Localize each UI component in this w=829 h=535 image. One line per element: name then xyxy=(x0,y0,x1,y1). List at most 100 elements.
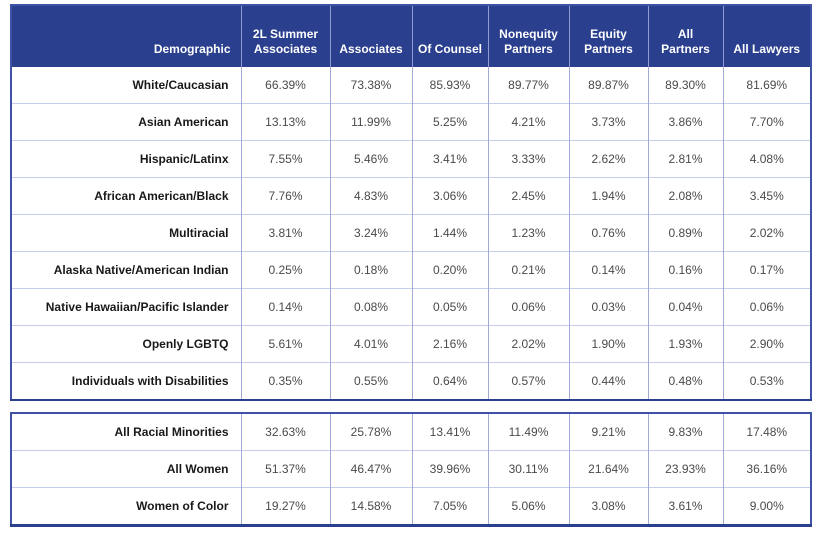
row-label: Asian American xyxy=(11,103,241,141)
value-cell: 19.27% xyxy=(240,487,330,526)
value-cell: 7.70% xyxy=(722,103,811,141)
value-cell: 0.14% xyxy=(240,288,330,326)
table-row: Multiracial 3.81% 3.24% 1.44% 1.23% 0.76% 0.89… xyxy=(11,214,811,252)
value-cell: 1.23% xyxy=(487,214,569,252)
table-row: Hispanic/Latinx 7.55% 5.46% 3.41% 3.33% 2.62%… xyxy=(11,140,811,178)
table-row: Asian American 13.13% 11.99% 5.25% 4.21% 3.73… xyxy=(11,103,811,141)
value-cell: 7.55% xyxy=(240,140,330,178)
table-header-row: Demographic 2L Summer Associates Associate… xyxy=(11,5,811,67)
row-label: Multiracial xyxy=(11,214,241,252)
column-header: Associates xyxy=(329,5,412,67)
value-cell: 4.21% xyxy=(487,103,569,141)
value-cell: 4.01% xyxy=(329,325,412,363)
value-cell: 14.58% xyxy=(329,487,412,526)
value-cell: 3.61% xyxy=(647,487,723,526)
table-row: African American/Black 7.76% 4.83% 3.06% 2.4… xyxy=(11,177,811,215)
value-cell: 89.87% xyxy=(568,67,648,104)
summary-table: All Racial Minorities 32.63% 25.78% 13.41% 1… xyxy=(10,412,812,527)
value-cell: 0.04% xyxy=(647,288,723,326)
value-cell: 0.89% xyxy=(647,214,723,252)
row-label: Openly LGBTQ xyxy=(11,325,241,363)
table-row: All Racial Minorities 32.63% 25.78% 13.41% 1… xyxy=(11,413,811,451)
value-cell: 1.93% xyxy=(647,325,723,363)
value-cell: 25.78% xyxy=(329,413,412,451)
row-label: Alaska Native/American Indian xyxy=(11,251,241,289)
column-header: All Partners xyxy=(647,5,723,67)
value-cell: 3.81% xyxy=(240,214,330,252)
value-cell: 0.05% xyxy=(411,288,488,326)
value-cell: 11.49% xyxy=(487,413,569,451)
value-cell: 3.45% xyxy=(722,177,811,215)
value-cell: 4.83% xyxy=(329,177,412,215)
value-cell: 9.83% xyxy=(647,413,723,451)
value-cell: 0.20% xyxy=(411,251,488,289)
value-cell: 1.44% xyxy=(411,214,488,252)
value-cell: 0.06% xyxy=(487,288,569,326)
table-row: Individuals with Disabilities 0.35% 0.55% 0… xyxy=(11,362,811,400)
value-cell: 30.11% xyxy=(487,450,569,488)
column-header: Of Counsel xyxy=(411,5,488,67)
value-cell: 0.57% xyxy=(487,362,569,400)
value-cell: 0.14% xyxy=(568,251,648,289)
value-cell: 3.06% xyxy=(411,177,488,215)
value-cell: 0.16% xyxy=(647,251,723,289)
row-label: Native Hawaiian/Pacific Islander xyxy=(11,288,241,326)
table-row: Women of Color 19.27% 14.58% 7.05% 5.06% 3.08… xyxy=(11,487,811,526)
value-cell: 32.63% xyxy=(240,413,330,451)
table-row: Native Hawaiian/Pacific Islander 0.14% 0.0… xyxy=(11,288,811,326)
value-cell: 0.64% xyxy=(411,362,488,400)
value-cell: 73.38% xyxy=(329,67,412,104)
value-cell: 11.99% xyxy=(329,103,412,141)
row-label: Individuals with Disabilities xyxy=(11,362,241,400)
value-cell: 0.08% xyxy=(329,288,412,326)
value-cell: 0.44% xyxy=(568,362,648,400)
value-cell: 3.86% xyxy=(647,103,723,141)
value-cell: 0.48% xyxy=(647,362,723,400)
value-cell: 51.37% xyxy=(240,450,330,488)
value-cell: 36.16% xyxy=(722,450,811,488)
value-cell: 0.06% xyxy=(722,288,811,326)
row-label: All Racial Minorities xyxy=(114,425,229,439)
row-label: All Women xyxy=(11,450,241,488)
value-cell: 5.46% xyxy=(329,140,412,178)
value-cell: 39.96% xyxy=(411,450,488,488)
value-cell: 7.05% xyxy=(411,487,488,526)
value-cell: 2.02% xyxy=(487,325,569,363)
value-cell: 5.61% xyxy=(240,325,330,363)
value-cell: 2.16% xyxy=(411,325,488,363)
value-cell: 13.41% xyxy=(411,413,488,451)
row-label: Women of Color xyxy=(11,487,241,526)
value-cell: 13.13% xyxy=(240,103,330,141)
value-cell: 0.18% xyxy=(329,251,412,289)
value-cell: 2.45% xyxy=(487,177,569,215)
value-cell: 9.21% xyxy=(568,413,648,451)
value-cell: 2.62% xyxy=(568,140,648,178)
value-cell: 0.53% xyxy=(722,362,811,400)
value-cell: 0.17% xyxy=(722,251,811,289)
value-cell: 2.02% xyxy=(722,214,811,252)
row-label: White/Caucasian xyxy=(132,78,229,92)
value-cell: 89.30% xyxy=(647,67,723,104)
value-cell: 1.94% xyxy=(568,177,648,215)
value-cell: 0.03% xyxy=(568,288,648,326)
value-cell: 2.08% xyxy=(647,177,723,215)
value-cell: 0.25% xyxy=(240,251,330,289)
value-cell: 81.69% xyxy=(722,67,811,104)
value-cell: 3.33% xyxy=(487,140,569,178)
value-cell: 21.64% xyxy=(568,450,648,488)
value-cell: 0.35% xyxy=(240,362,330,400)
table-row: White/Caucasian 66.39% 73.38% 85.93% 89.77% 8… xyxy=(11,67,811,104)
value-cell: 1.90% xyxy=(568,325,648,363)
value-cell: 3.73% xyxy=(568,103,648,141)
value-cell: 85.93% xyxy=(411,67,488,104)
column-header: 2L Summer Associates xyxy=(240,5,330,67)
value-cell: 5.25% xyxy=(411,103,488,141)
table-row: Alaska Native/American Indian 0.25% 0.18% 0… xyxy=(11,251,811,289)
value-cell: 3.41% xyxy=(411,140,488,178)
value-cell: 46.47% xyxy=(329,450,412,488)
value-cell: 3.08% xyxy=(568,487,648,526)
value-cell: 2.81% xyxy=(647,140,723,178)
value-cell: 5.06% xyxy=(487,487,569,526)
table-row: All Women 51.37% 46.47% 39.96% 30.11% 21.64% 2… xyxy=(11,450,811,488)
